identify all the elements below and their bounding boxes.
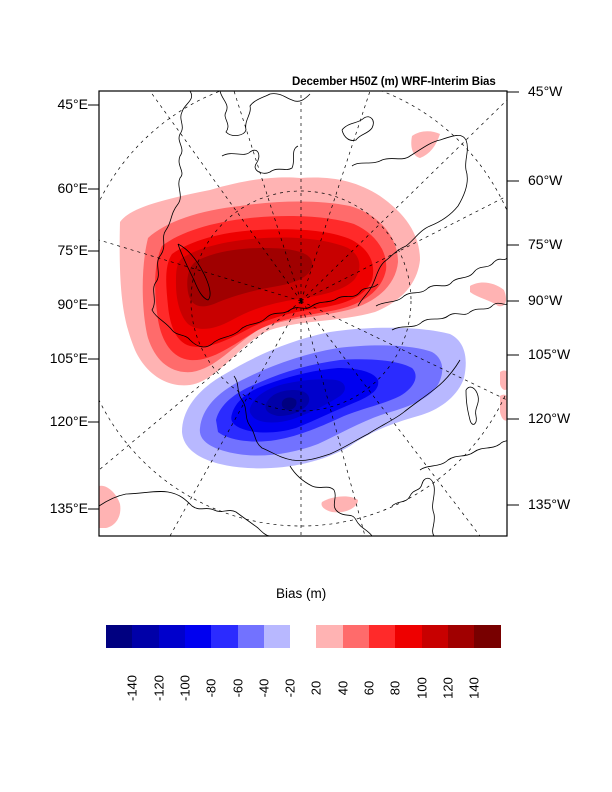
- meridian-line: [99, 300, 302, 471]
- right-axis-label: 135°W: [528, 496, 571, 512]
- coastline-novaya-zemlya: [177, 243, 211, 301]
- coastline-scandinavia-north: [219, 91, 311, 136]
- patch-far-east-1: [500, 370, 507, 390]
- colorbar-box: [106, 625, 133, 648]
- colorbar-label: 140: [466, 677, 482, 699]
- parallel-circle: [190, 190, 412, 412]
- right-axis-label: 120°W: [528, 410, 571, 426]
- meridian-line: [300, 91, 371, 302]
- meridian-line: [149, 91, 302, 302]
- colorbar-box: [316, 625, 344, 648]
- colorbar-box: [158, 625, 186, 648]
- colorbar-label: 20: [308, 680, 324, 696]
- meridian-line: [300, 99, 507, 302]
- colorbar-box: [263, 625, 291, 648]
- right-axis-label: 75°W: [528, 236, 563, 252]
- colorbar-label: -140: [124, 674, 140, 702]
- axis-ticks: [88, 91, 519, 510]
- left-axis-label: 75°E: [57, 242, 88, 258]
- left-axis-label: 90°E: [57, 296, 88, 312]
- colorbar-box: [342, 625, 370, 648]
- colorbar-title: Bias (m): [276, 586, 327, 601]
- coastline-alaska-south: [289, 465, 373, 536]
- coastline-alaska: [233, 359, 461, 461]
- colorbar-box: [132, 625, 160, 648]
- meridian-line: [300, 300, 481, 536]
- colorbar-label: -60: [230, 678, 245, 698]
- chart-title: December H50Z (m) WRF-Interim Bias: [292, 76, 496, 88]
- colorbar-box: [211, 625, 238, 648]
- colorbar-label: 40: [335, 680, 351, 696]
- right-axis-label: 105°W: [528, 346, 571, 362]
- patch-far-east-2: [500, 394, 507, 421]
- meridian-line: [300, 300, 507, 401]
- meridian-line: [99, 239, 302, 302]
- meridian-line: [300, 300, 366, 536]
- coastline-kamchatka: [391, 477, 435, 536]
- patch-south-center: [321, 496, 358, 513]
- left-axis-label: 135°E: [49, 500, 88, 516]
- colorbar-box: [369, 625, 396, 648]
- patch-east-edge: [470, 282, 506, 307]
- colorbar-box: [421, 625, 449, 648]
- coastline-svalbard: [341, 116, 374, 141]
- left-axis-label: 105°E: [49, 350, 88, 366]
- coastline-east-asia: [99, 491, 271, 536]
- right-axis-label: 60°W: [528, 172, 563, 188]
- colorbar-box: [290, 625, 317, 648]
- colorbar-box: [237, 625, 265, 648]
- contour-fill-120: [187, 248, 313, 307]
- positive-bias-contours: [119, 177, 420, 386]
- coastlines: [99, 91, 507, 536]
- coastline-ellesmere: [375, 257, 507, 307]
- map-contents: [99, 91, 507, 536]
- coastline-greenland: [351, 135, 468, 307]
- map-frame: [98, 90, 508, 537]
- colorbar-box: [395, 625, 423, 648]
- negative-bias-contours: [182, 327, 466, 469]
- colorbar-label: 120: [440, 677, 456, 699]
- colorbar-label: 80: [387, 680, 403, 696]
- meridian-line: [233, 91, 302, 302]
- colorbar-box: [447, 625, 475, 648]
- colorbar-label: -80: [203, 678, 219, 698]
- colorbar-label: -40: [256, 678, 272, 698]
- coastline-kola: [221, 145, 299, 174]
- left-axis-label: 45°E: [57, 96, 88, 112]
- right-axis-label: 90°W: [528, 292, 563, 308]
- colorbar-box: [184, 625, 212, 648]
- colorbar-label: 60: [361, 680, 377, 696]
- colorbar-label: -100: [177, 674, 193, 702]
- left-axis-label: 120°E: [49, 413, 88, 429]
- positive-bias-patches: [99, 131, 507, 528]
- contour-fill-minus-140: [281, 397, 297, 410]
- colorbar-label: 100: [414, 677, 430, 699]
- colorbar-label: -20: [282, 678, 298, 698]
- left-axis-label: 60°E: [57, 180, 88, 196]
- patch-southwest: [99, 485, 121, 528]
- coastline-hudson: [419, 439, 507, 471]
- coastline-canadian-archipelago: [391, 302, 507, 331]
- graticule: [99, 91, 507, 536]
- colorbar-box: [474, 625, 501, 648]
- coastline-baffin: [465, 386, 479, 425]
- right-axis-label: 45°W: [528, 83, 563, 99]
- patch-greenland: [411, 131, 440, 158]
- meridian-line: [169, 300, 302, 536]
- colorbar-label: -120: [151, 674, 167, 702]
- coastline-scandinavia: [151, 91, 213, 348]
